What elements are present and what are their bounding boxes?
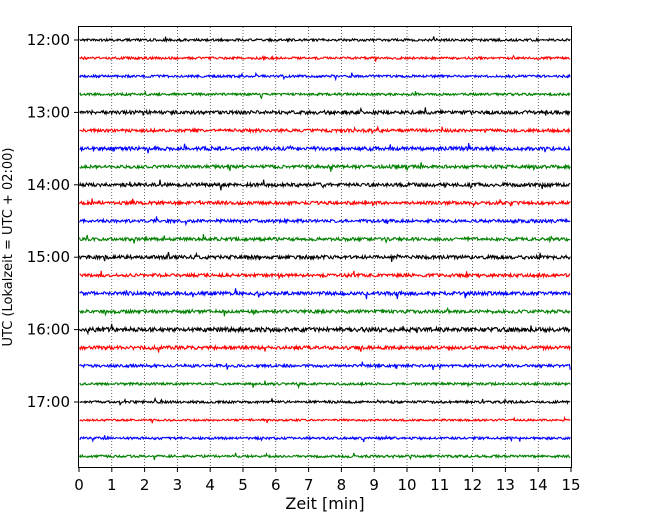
trace-1615 bbox=[78, 343, 571, 353]
y-tick-label: 14:00 bbox=[27, 176, 70, 194]
x-axis-label: Zeit [min] bbox=[285, 494, 364, 513]
x-axis-ticks: 0 1 2 3 4 5 6 7 8 9 10 11 12 13 14 15 bbox=[74, 467, 581, 494]
trace-group bbox=[78, 36, 571, 461]
y-tick-label: 15:00 bbox=[27, 248, 70, 266]
x-tick-label: 15 bbox=[561, 476, 580, 494]
x-tick-label: 0 bbox=[74, 476, 84, 494]
y-tick-label: 13:00 bbox=[27, 103, 70, 121]
trace-1530 bbox=[79, 288, 571, 300]
x-tick-label: 10 bbox=[397, 476, 416, 494]
x-tick-label: 4 bbox=[205, 476, 215, 494]
y-tick-label: 17:00 bbox=[27, 393, 70, 411]
x-tick-label: 6 bbox=[271, 476, 281, 494]
trace-1345 bbox=[79, 162, 571, 172]
x-tick-label: 11 bbox=[430, 476, 449, 494]
trace-1445 bbox=[78, 234, 571, 244]
trace-1430 bbox=[79, 216, 571, 227]
y-tick-label: 12:00 bbox=[27, 31, 70, 49]
trace-1330 bbox=[79, 142, 571, 154]
trace-1215 bbox=[79, 54, 571, 62]
vertical-gridlines bbox=[111, 27, 539, 467]
trace-1515 bbox=[79, 270, 571, 281]
x-tick-label: 7 bbox=[304, 476, 314, 494]
x-tick-label: 5 bbox=[238, 476, 248, 494]
y-axis-label: UTC (Lokalzeit = UTC + 02:00) bbox=[1, 148, 16, 347]
trace-1715 bbox=[79, 415, 571, 424]
x-tick-label: 1 bbox=[107, 476, 117, 494]
trace-1200 bbox=[79, 36, 571, 44]
x-tick-label: 8 bbox=[337, 476, 347, 494]
trace-1230 bbox=[79, 71, 571, 82]
y-tick-label: 16:00 bbox=[27, 321, 70, 339]
y-axis-ticks: 12:00 13:00 14:00 15:00 16:00 17:00 bbox=[27, 31, 79, 411]
trace-1300 bbox=[79, 106, 571, 117]
x-tick-label: 13 bbox=[496, 476, 515, 494]
trace-1645 bbox=[79, 380, 571, 390]
trace-1730 bbox=[79, 434, 571, 443]
x-tick-label: 2 bbox=[140, 476, 150, 494]
trace-1700 bbox=[79, 396, 571, 406]
trace-1745 bbox=[78, 452, 571, 461]
trace-1545 bbox=[79, 306, 571, 317]
trace-1600 bbox=[78, 323, 571, 336]
trace-1500 bbox=[78, 251, 571, 262]
plot-frame bbox=[78, 26, 572, 468]
trace-1315 bbox=[79, 125, 571, 135]
trace-1400 bbox=[78, 179, 571, 191]
x-tick-label: 14 bbox=[529, 476, 548, 494]
x-tick-label: 3 bbox=[173, 476, 183, 494]
trace-1630 bbox=[79, 361, 571, 371]
trace-1245 bbox=[79, 91, 571, 100]
x-tick-label: 12 bbox=[463, 476, 482, 494]
trace-1415 bbox=[78, 198, 571, 208]
x-tick-label: 9 bbox=[369, 476, 379, 494]
